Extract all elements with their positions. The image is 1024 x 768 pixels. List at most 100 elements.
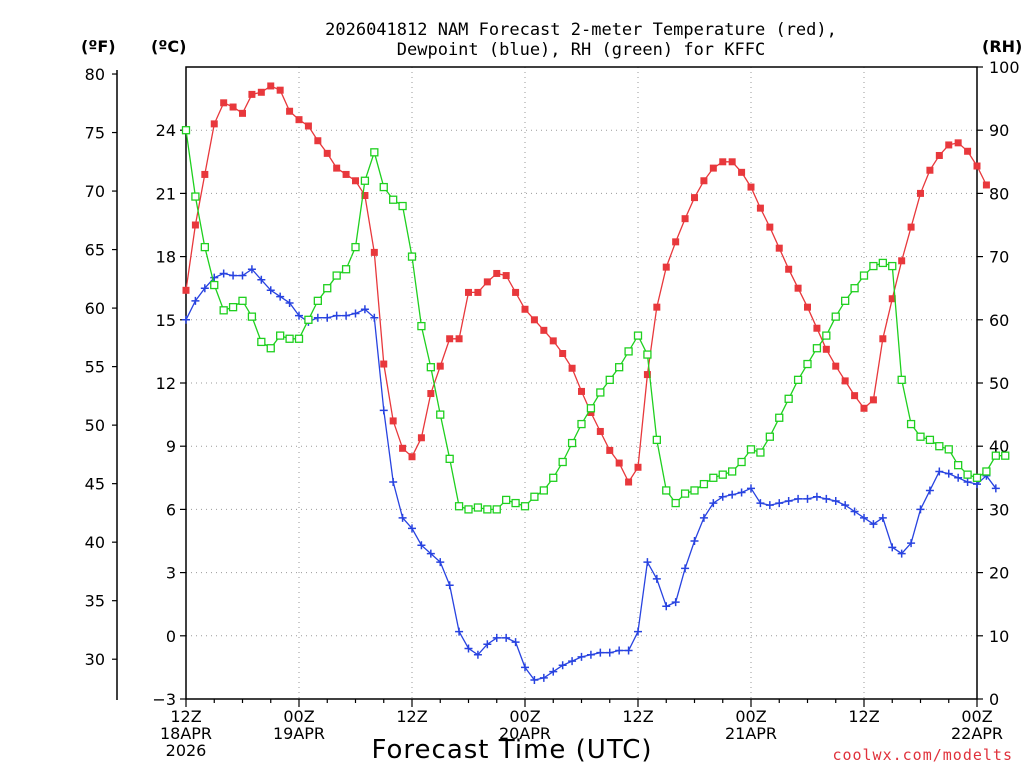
dewpoint-point (869, 520, 878, 529)
rh-point (247, 312, 257, 321)
series (181, 82, 1010, 685)
dewpoint-point (558, 661, 567, 670)
dewpoint-point (775, 499, 784, 508)
rh-point (888, 261, 897, 271)
dewpoint-point (699, 513, 708, 522)
rh-point (878, 258, 887, 268)
dewpoint-point (596, 648, 605, 657)
temperature-point (493, 269, 501, 277)
chart-subtitle: Dewpoint (blue), RH (green) for KFFC (397, 40, 765, 60)
dewpoint-point (266, 286, 275, 295)
x-tick-label: 12Z (622, 707, 653, 726)
rh-point (238, 296, 247, 305)
rh-point (633, 331, 643, 340)
rh-point (615, 363, 624, 372)
dewpoint-point (389, 478, 398, 487)
series-line (185, 130, 1006, 511)
dewpoint-point (728, 490, 737, 499)
temperature-point (964, 147, 972, 155)
dewpoint-point (549, 667, 558, 676)
rh-tick-label: 30 (989, 500, 1009, 519)
dewpoint-point (492, 633, 501, 642)
rh-point (897, 375, 906, 384)
x-tick-label: 00Z (961, 707, 992, 726)
rh-point (436, 410, 445, 419)
rh-point (181, 126, 191, 135)
x-tick-label: 22APR (951, 724, 1003, 743)
celsius-tick-label: 12 (156, 374, 176, 393)
rh-point (417, 321, 426, 331)
dewpoint-point (690, 537, 699, 545)
rh-point (746, 445, 756, 454)
dewpoint-point (276, 292, 285, 301)
celsius-tick-label: 0 (166, 627, 176, 646)
temperature-point (352, 177, 359, 185)
temperature-point (625, 478, 633, 486)
dewpoint-point (483, 640, 492, 649)
rh-point (520, 502, 530, 511)
dewpoint-point (718, 492, 727, 501)
dewpoint-point (351, 309, 360, 318)
rh-point (276, 331, 285, 340)
temperature-point (700, 177, 708, 185)
rh-point (662, 486, 671, 495)
rh-point (379, 182, 388, 192)
dewpoint-point (925, 486, 934, 495)
dewpoint-point (323, 313, 332, 322)
dewpoint-point (436, 558, 445, 567)
rh-point (859, 271, 869, 280)
dewpoint-point (445, 581, 454, 590)
rh-point (1001, 451, 1010, 460)
dewpoint-point (652, 574, 661, 583)
rh-point (709, 473, 718, 482)
temperature-point (935, 151, 943, 159)
temperature-point (304, 122, 312, 130)
temperature-point (483, 278, 491, 286)
celsius-unit-label: (ºC) (151, 37, 186, 56)
temperature-point (794, 284, 802, 292)
temperature-point (342, 170, 350, 178)
rh-point (831, 312, 840, 321)
temperature-point (681, 215, 689, 223)
rh-point (351, 242, 360, 252)
celsius-tick-label: 3 (166, 564, 176, 583)
grid-lines (186, 67, 977, 699)
dewpoint-point (709, 499, 718, 508)
temperature-point (465, 288, 472, 296)
rh-point (313, 296, 322, 305)
dewpoint-point (285, 298, 294, 307)
celsius-tick-label: 18 (156, 248, 176, 267)
rh-point (605, 375, 614, 384)
temperature-point (370, 248, 378, 256)
temperature-point (813, 324, 821, 332)
temperature-point (643, 371, 651, 379)
dewpoint-point (521, 663, 529, 672)
rh-point (991, 451, 1000, 460)
rh-point (624, 347, 633, 356)
rh-point (407, 252, 417, 261)
temperature-point (455, 335, 463, 343)
temperature-point (982, 181, 990, 189)
temperature-point (869, 396, 877, 404)
series-line (185, 268, 997, 681)
x-tick-label: 12Z (170, 707, 201, 726)
chart-title: 2026041812 NAM Forecast 2-meter Temperat… (325, 20, 837, 40)
x-tick-label: 00Z (509, 707, 540, 726)
rh-point (718, 470, 727, 479)
dewpoint-point (313, 313, 322, 322)
x-tick-label: 00Z (735, 707, 766, 726)
rh-point (972, 473, 982, 482)
rh-point (558, 457, 567, 467)
rh-point (389, 195, 398, 204)
rh-point (963, 470, 972, 479)
x-tick-label: 18APR (160, 724, 212, 743)
temperature-point (691, 194, 698, 202)
celsius-tick-label: −3 (152, 690, 176, 709)
temperature-point (257, 88, 265, 96)
celsius-tick-label: 6 (166, 500, 176, 519)
rh-tick-label: 20 (989, 564, 1009, 583)
temperature-point (898, 257, 906, 265)
rh-tick-label: 60 (989, 311, 1009, 330)
fahrenheit-tick-label: 45 (85, 475, 105, 494)
dewpoint-point (803, 494, 812, 503)
